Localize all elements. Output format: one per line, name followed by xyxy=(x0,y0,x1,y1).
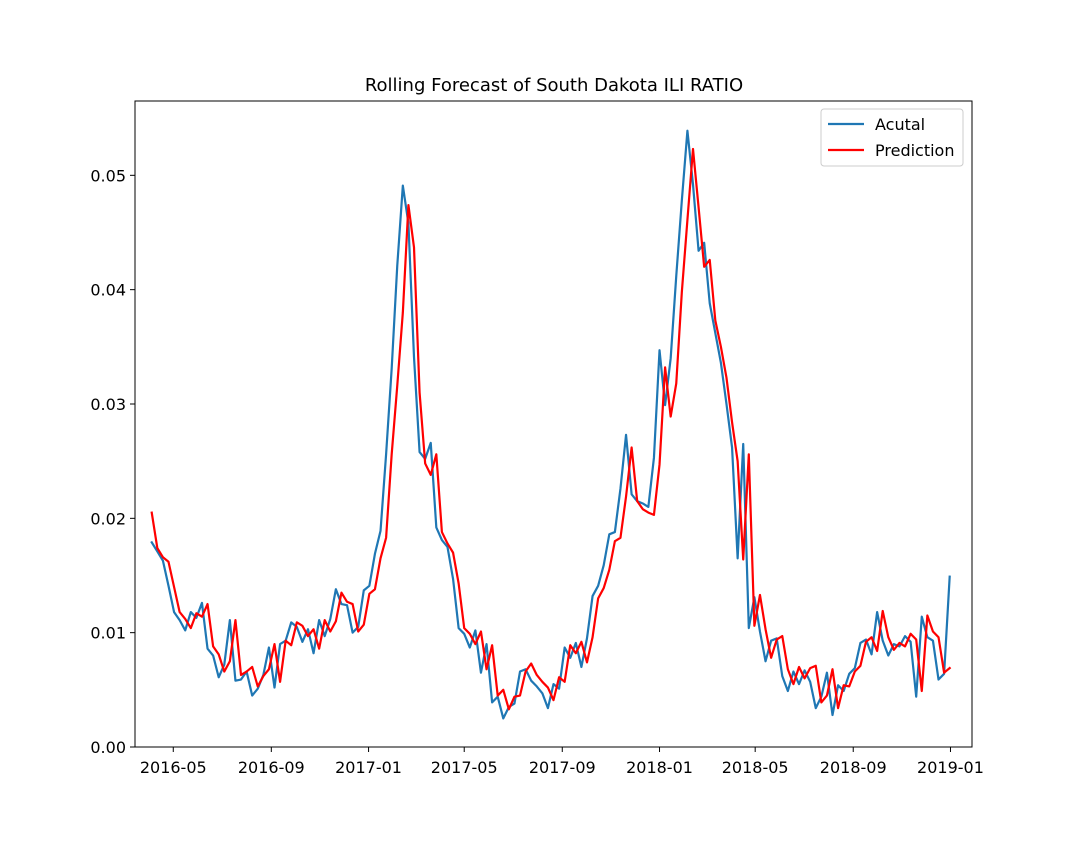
x-tick-label: 2017-09 xyxy=(529,758,596,777)
x-tick-label: 2018-01 xyxy=(626,758,693,777)
y-tick-label: 0.03 xyxy=(90,395,126,414)
legend-label-acutal: Acutal xyxy=(875,115,925,134)
x-tick-label: 2018-09 xyxy=(820,758,887,777)
y-tick-label: 0.00 xyxy=(90,738,126,757)
legend-label-prediction: Prediction xyxy=(875,141,954,160)
y-tick-label: 0.04 xyxy=(90,281,126,300)
axes-layer: 2016-05 2016-09 2017-01 2017-05 2017-09 2018-… xyxy=(90,100,984,777)
x-tick-label: 2017-05 xyxy=(431,758,498,777)
chart-title: Rolling Forecast of South Dakota ILI RAT… xyxy=(365,75,743,96)
y-tick-label: 0.01 xyxy=(90,624,126,643)
plot-frame xyxy=(134,100,973,748)
y-tick-label: 0.05 xyxy=(90,166,126,185)
y-tick-label: 0.02 xyxy=(90,509,126,528)
x-tick-label: 2019-01 xyxy=(917,758,984,777)
series-line-prediction xyxy=(150,147,952,711)
x-tick-label: 2018-05 xyxy=(722,758,789,777)
x-tick-label: 2016-09 xyxy=(238,758,305,777)
x-tick-label: 2017-01 xyxy=(335,758,402,777)
x-tick-label: 2016-05 xyxy=(140,758,207,777)
legend: Acutal Prediction xyxy=(820,108,964,167)
series-layer xyxy=(150,129,952,720)
